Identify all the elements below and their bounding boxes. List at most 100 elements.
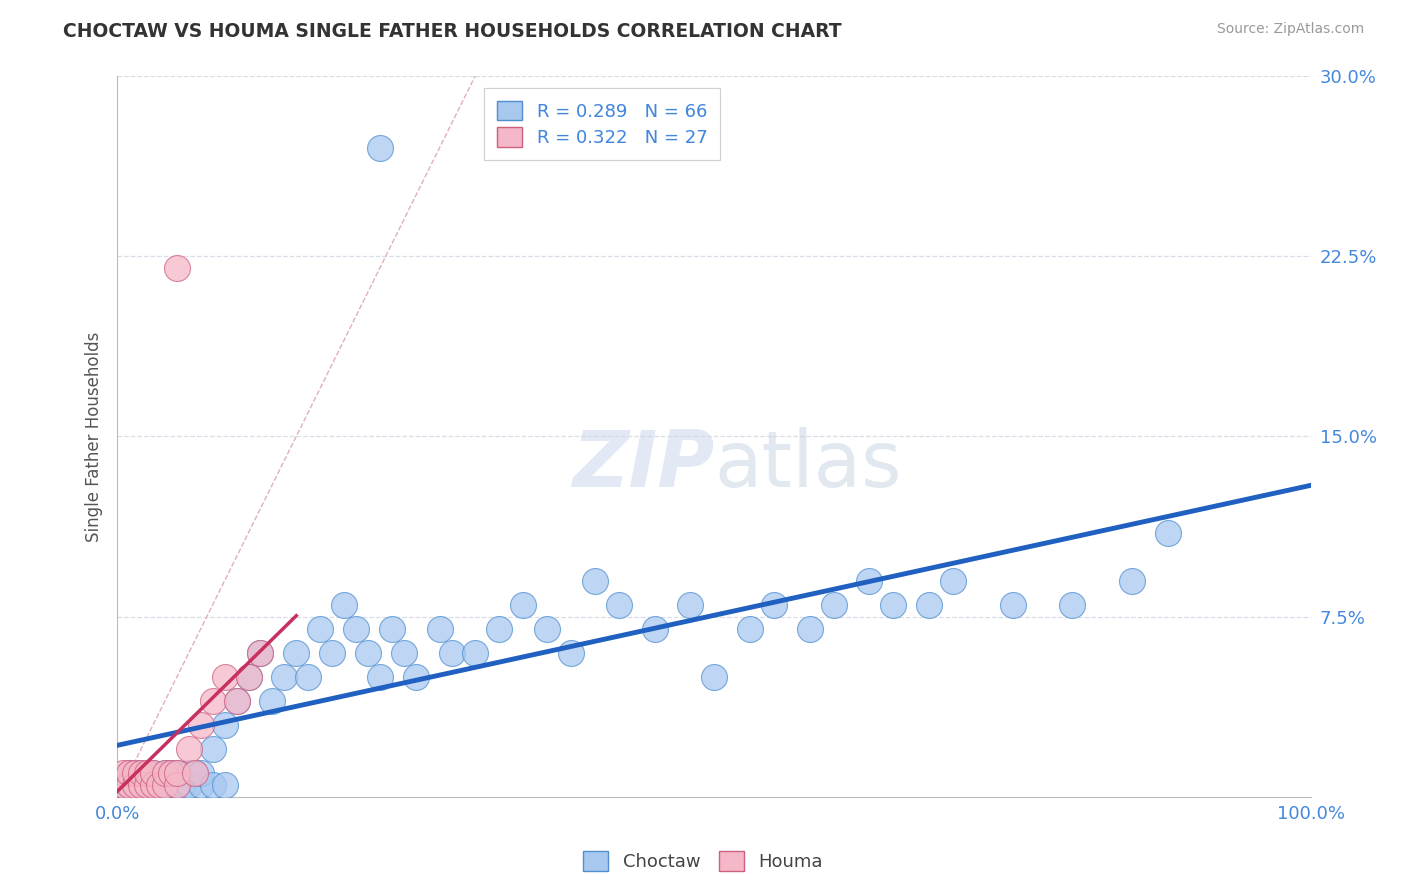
Point <box>166 778 188 792</box>
Point <box>1001 598 1024 612</box>
Point <box>344 622 367 636</box>
Point <box>136 766 159 780</box>
Point <box>153 766 176 780</box>
Point <box>129 766 152 780</box>
Point <box>166 766 188 780</box>
Point <box>118 766 141 780</box>
Point <box>262 694 284 708</box>
Point <box>644 622 666 636</box>
Point <box>190 718 212 732</box>
Point <box>858 574 880 588</box>
Text: ZIP: ZIP <box>572 427 714 503</box>
Point <box>177 742 200 756</box>
Point <box>201 694 224 708</box>
Point <box>142 778 165 792</box>
Point <box>153 766 176 780</box>
Point <box>321 646 343 660</box>
Point <box>142 778 165 792</box>
Y-axis label: Single Father Households: Single Father Households <box>86 331 103 541</box>
Point <box>297 670 319 684</box>
Point <box>225 694 247 708</box>
Legend: R = 0.289   N = 66, R = 0.322   N = 27: R = 0.289 N = 66, R = 0.322 N = 27 <box>485 88 720 160</box>
Point <box>112 778 135 792</box>
Point <box>214 670 236 684</box>
Point <box>1121 574 1143 588</box>
Point <box>512 598 534 612</box>
Point <box>166 766 188 780</box>
Point <box>536 622 558 636</box>
Point <box>882 598 904 612</box>
Point <box>238 670 260 684</box>
Point <box>679 598 702 612</box>
Point <box>607 598 630 612</box>
Point <box>124 766 146 780</box>
Point <box>381 622 404 636</box>
Point <box>166 778 188 792</box>
Point <box>112 766 135 780</box>
Point <box>405 670 427 684</box>
Point <box>799 622 821 636</box>
Point <box>201 778 224 792</box>
Point <box>177 766 200 780</box>
Point <box>368 141 391 155</box>
Point <box>368 670 391 684</box>
Point <box>429 622 451 636</box>
Point <box>762 598 785 612</box>
Point <box>129 766 152 780</box>
Point <box>153 778 176 792</box>
Point <box>124 778 146 792</box>
Point <box>1062 598 1084 612</box>
Point <box>357 646 380 660</box>
Point <box>142 766 165 780</box>
Point <box>118 766 141 780</box>
Point <box>153 778 176 792</box>
Point <box>118 778 141 792</box>
Point <box>285 646 308 660</box>
Point <box>249 646 271 660</box>
Point <box>738 622 761 636</box>
Point <box>488 622 510 636</box>
Point <box>129 778 152 792</box>
Point <box>225 694 247 708</box>
Point <box>214 778 236 792</box>
Point <box>166 260 188 275</box>
Point <box>184 766 207 780</box>
Point <box>160 766 183 780</box>
Point <box>136 778 159 792</box>
Point <box>118 778 141 792</box>
Point <box>124 766 146 780</box>
Point <box>273 670 295 684</box>
Point <box>918 598 941 612</box>
Point <box>112 778 135 792</box>
Text: atlas: atlas <box>714 427 901 503</box>
Point <box>142 766 165 780</box>
Point <box>177 778 200 792</box>
Text: CHOCTAW VS HOUMA SINGLE FATHER HOUSEHOLDS CORRELATION CHART: CHOCTAW VS HOUMA SINGLE FATHER HOUSEHOLD… <box>63 22 842 41</box>
Point <box>160 766 183 780</box>
Point <box>190 778 212 792</box>
Point <box>184 766 207 780</box>
Point <box>942 574 965 588</box>
Point <box>583 574 606 588</box>
Point <box>201 742 224 756</box>
Point <box>464 646 486 660</box>
Point <box>703 670 725 684</box>
Point <box>560 646 582 660</box>
Point <box>129 778 152 792</box>
Point <box>309 622 332 636</box>
Point <box>148 778 170 792</box>
Point <box>823 598 845 612</box>
Point <box>136 778 159 792</box>
Point <box>148 778 170 792</box>
Point <box>333 598 356 612</box>
Text: Source: ZipAtlas.com: Source: ZipAtlas.com <box>1216 22 1364 37</box>
Point <box>190 766 212 780</box>
Point <box>392 646 415 660</box>
Point <box>172 778 194 792</box>
Legend: Choctaw, Houma: Choctaw, Houma <box>576 844 830 879</box>
Point <box>238 670 260 684</box>
Point <box>1157 525 1180 540</box>
Point <box>249 646 271 660</box>
Point <box>214 718 236 732</box>
Point <box>440 646 463 660</box>
